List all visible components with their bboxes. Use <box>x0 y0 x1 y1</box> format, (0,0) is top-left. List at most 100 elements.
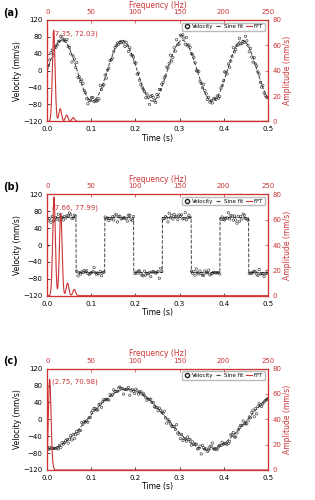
Velocity <box>189 267 194 275</box>
Velocity <box>217 92 222 100</box>
Velocity <box>74 428 79 436</box>
Velocity <box>130 52 135 60</box>
Velocity <box>94 406 99 414</box>
Text: (a): (a) <box>3 8 19 18</box>
Velocity <box>156 92 161 100</box>
Velocity <box>212 268 217 276</box>
Velocity <box>50 212 55 220</box>
Velocity <box>52 216 57 224</box>
Velocity <box>115 388 120 396</box>
Velocity <box>122 214 127 222</box>
Velocity <box>141 272 146 280</box>
Sine fit <box>266 95 270 101</box>
Velocity <box>79 268 84 276</box>
Velocity <box>152 97 157 105</box>
Velocity <box>257 400 262 408</box>
Velocity <box>260 82 265 90</box>
Velocity <box>189 442 194 450</box>
Velocity <box>179 430 184 438</box>
Velocity <box>134 268 139 276</box>
Velocity <box>196 270 201 278</box>
Velocity <box>141 86 146 94</box>
Velocity <box>73 64 78 72</box>
Velocity <box>180 436 185 444</box>
Velocity <box>168 214 173 222</box>
Velocity <box>260 400 265 408</box>
Velocity <box>185 42 190 50</box>
Velocity <box>99 404 104 411</box>
Velocity <box>201 272 206 280</box>
Velocity <box>125 217 130 225</box>
Velocity <box>203 445 208 453</box>
Velocity <box>54 215 60 223</box>
Velocity <box>142 267 147 275</box>
Velocity <box>201 444 206 452</box>
Velocity <box>109 392 114 400</box>
FFT <box>260 118 263 124</box>
Velocity <box>163 414 168 422</box>
Velocity <box>167 60 172 68</box>
Velocity <box>195 66 200 74</box>
Velocity <box>252 267 257 275</box>
Velocity <box>125 385 130 393</box>
Velocity <box>71 214 76 222</box>
Velocity <box>72 434 77 442</box>
Velocity <box>232 433 237 441</box>
Y-axis label: Velocity (mm/s): Velocity (mm/s) <box>13 215 22 275</box>
Velocity <box>228 57 233 65</box>
Velocity <box>77 73 82 81</box>
Velocity <box>117 212 123 220</box>
Line: FFT: FFT <box>47 30 268 122</box>
Velocity <box>207 271 212 279</box>
Velocity <box>225 70 230 78</box>
Velocity <box>257 70 262 78</box>
Velocity <box>258 270 263 278</box>
Velocity <box>172 44 177 52</box>
Text: (c): (c) <box>3 356 18 366</box>
Velocity <box>154 404 159 411</box>
Velocity <box>248 44 253 52</box>
Velocity <box>88 270 93 278</box>
Velocity <box>126 384 131 392</box>
Velocity <box>99 272 104 280</box>
X-axis label: Frequency (Hz): Frequency (Hz) <box>129 350 186 358</box>
Velocity <box>175 216 180 224</box>
FFT <box>260 467 263 473</box>
Velocity <box>203 445 209 453</box>
Velocity <box>244 215 249 223</box>
Velocity <box>140 390 145 398</box>
Velocity <box>227 215 232 223</box>
Sine fit <box>74 270 78 276</box>
Velocity <box>106 396 112 404</box>
Velocity <box>101 268 106 276</box>
Line: FFT: FFT <box>47 197 268 296</box>
Velocity <box>156 268 161 276</box>
Velocity <box>174 420 179 428</box>
Velocity <box>153 269 158 277</box>
Velocity <box>225 440 230 448</box>
Sine fit <box>68 214 72 220</box>
Velocity <box>175 429 180 437</box>
Velocity <box>72 55 77 63</box>
Text: (7.35, 72.03): (7.35, 72.03) <box>52 30 97 36</box>
Velocity <box>226 60 231 68</box>
Velocity <box>174 212 179 220</box>
Velocity <box>90 406 95 414</box>
Velocity <box>101 81 106 89</box>
Velocity <box>184 216 189 224</box>
Velocity <box>116 212 121 220</box>
Velocity <box>47 56 52 64</box>
Velocity <box>110 391 115 399</box>
Velocity <box>80 420 85 428</box>
Velocity <box>234 429 239 437</box>
Velocity <box>120 214 125 222</box>
Velocity <box>252 413 257 421</box>
Velocity <box>215 268 220 276</box>
Velocity <box>203 86 208 94</box>
Velocity <box>254 270 259 278</box>
Velocity <box>119 384 124 392</box>
Velocity <box>136 390 141 398</box>
Velocity <box>62 438 67 446</box>
Legend: Velocity, Sine fit, FFT: Velocity, Sine fit, FFT <box>182 372 265 380</box>
Velocity <box>221 76 226 84</box>
